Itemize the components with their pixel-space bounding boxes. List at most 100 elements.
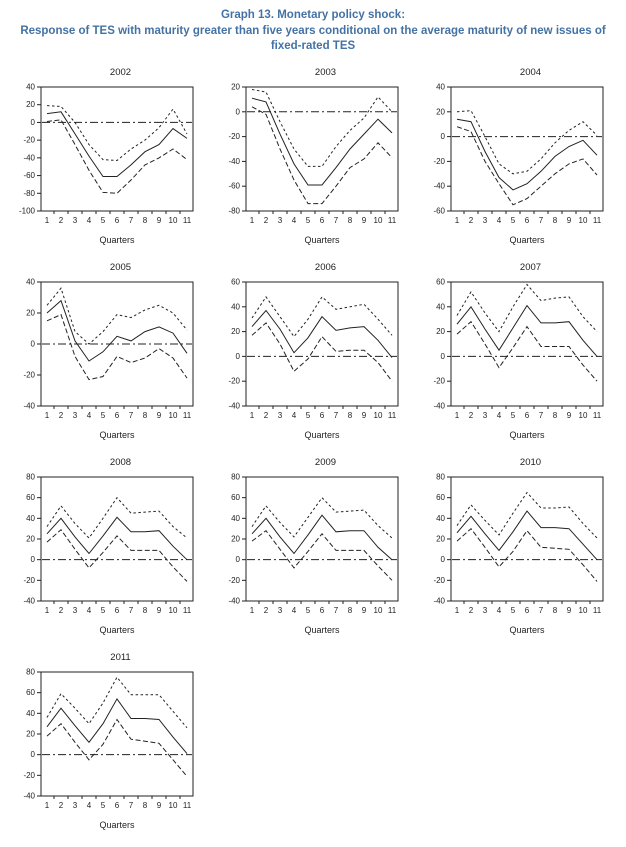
y-tick-label: 40 <box>436 302 445 311</box>
series-response <box>46 516 188 560</box>
x-axis-label: Quarters <box>509 430 545 440</box>
y-tick-label: 40 <box>26 513 35 522</box>
x-tick-label: 5 <box>306 216 311 225</box>
y-tick-label: 0 <box>236 351 241 360</box>
y-tick-label: 20 <box>26 729 35 738</box>
plot-border <box>450 86 604 212</box>
y-tick-label: 40 <box>26 708 35 717</box>
x-tick-label: 10 <box>579 411 588 420</box>
x-tick-label: 8 <box>553 216 558 225</box>
x-tick-label: 2 <box>469 606 474 615</box>
x-tick-label: 4 <box>87 606 92 615</box>
plot-border <box>245 476 399 602</box>
chart-2007: 2007 60 40 20 0 -20 -40 1 2 3 4 5 6 7 8 9 10 11 Quarters <box>415 262 620 445</box>
x-tick-label: 9 <box>157 606 162 615</box>
x-tick-label: 9 <box>567 606 572 615</box>
x-tick-label: 8 <box>553 606 558 615</box>
x-axis-label: Quarters <box>304 235 340 245</box>
x-tick-label: 8 <box>143 606 148 615</box>
x-tick-label: 1 <box>250 606 255 615</box>
x-tick-label: 10 <box>374 411 383 420</box>
y-tick-label: 60 <box>26 688 35 697</box>
y-tick-label: 20 <box>231 82 240 91</box>
series-upper-band <box>46 104 188 161</box>
y-tick-label: -20 <box>228 575 240 584</box>
series-upper-band <box>251 496 393 538</box>
x-tick-label: 2 <box>469 411 474 420</box>
y-tick-label: 80 <box>436 472 445 481</box>
plot-border <box>245 86 399 212</box>
x-tick-label: 1 <box>455 216 460 225</box>
series-lower-band <box>46 528 188 582</box>
plot-border <box>40 86 194 212</box>
y-tick-label: 0 <box>441 132 446 141</box>
x-tick-label: 10 <box>579 606 588 615</box>
series-response <box>456 304 598 357</box>
x-tick-label: 11 <box>183 216 192 225</box>
x-tick-label: 3 <box>73 411 78 420</box>
x-tick-label: 8 <box>143 216 148 225</box>
x-tick-label: 1 <box>455 411 460 420</box>
x-tick-label: 6 <box>320 606 325 615</box>
x-tick-label: 2 <box>264 216 269 225</box>
chart-2002: 2002 40 20 0 -20 -40 -60 -80 -100 1 2 3 4 5 6 7 8 9 10 11 Qu… <box>5 67 210 250</box>
y-tick-label: 20 <box>26 308 35 317</box>
x-tick-label: 5 <box>306 606 311 615</box>
x-tick-label: 7 <box>129 801 134 810</box>
y-tick-label: 40 <box>26 82 35 91</box>
x-tick-label: 9 <box>567 411 572 420</box>
x-tick-label: 6 <box>115 606 120 615</box>
chart-canvas: 60 40 20 0 -20 -40 1 2 3 4 5 6 7 8 9 10 11 Quarters <box>228 277 399 440</box>
x-tick-label: 2 <box>59 801 64 810</box>
series-lower-band <box>456 527 598 582</box>
x-tick-label: 4 <box>497 411 502 420</box>
x-tick-label: 3 <box>73 216 78 225</box>
x-tick-label: 7 <box>334 411 339 420</box>
y-tick-label: 0 <box>31 117 36 126</box>
x-axis-label: Quarters <box>304 430 340 440</box>
y-tick-label: 80 <box>231 472 240 481</box>
x-axis-label: Quarters <box>509 235 545 245</box>
y-tick-label: -40 <box>228 596 240 605</box>
x-tick-label: 8 <box>348 411 353 420</box>
x-tick-label: 5 <box>306 411 311 420</box>
y-tick-label: -60 <box>23 171 35 180</box>
x-tick-label: 3 <box>278 216 283 225</box>
x-tick-label: 11 <box>183 801 192 810</box>
y-tick-label: 0 <box>31 339 36 348</box>
x-tick-label: 7 <box>129 411 134 420</box>
x-tick-label: 4 <box>497 606 502 615</box>
chart-2005: 2005 40 20 0 -20 -40 1 2 3 4 5 6 7 8 9 10 11 Quarters <box>5 262 210 445</box>
y-tick-label: 40 <box>231 513 240 522</box>
x-tick-label: 1 <box>250 216 255 225</box>
chart-year-title: 2011 <box>110 651 131 663</box>
y-tick-label: -20 <box>433 156 445 165</box>
x-tick-label: 9 <box>362 606 367 615</box>
y-tick-label: -20 <box>228 132 240 141</box>
chart-year-title: 2009 <box>314 456 337 468</box>
x-tick-label: 4 <box>87 801 92 810</box>
y-tick-label: 20 <box>436 327 445 336</box>
chart-canvas: 20 0 -20 -40 -60 -80 1 2 3 4 5 6 7 8 9 10 11 Quarters <box>228 82 399 245</box>
x-tick-label: 11 <box>388 411 397 420</box>
y-tick-label: -40 <box>23 791 35 800</box>
x-axis-label: Quarters <box>99 820 135 830</box>
x-tick-label: 4 <box>292 216 297 225</box>
y-tick-label: -20 <box>23 135 35 144</box>
x-axis-label: Quarters <box>99 430 135 440</box>
series-response <box>251 513 393 560</box>
x-tick-label: 1 <box>455 606 460 615</box>
x-tick-label: 5 <box>101 801 106 810</box>
series-response <box>456 509 598 560</box>
y-tick-label: -40 <box>23 401 35 410</box>
x-tick-label: 10 <box>169 606 178 615</box>
x-axis-label: Quarters <box>99 235 135 245</box>
chart-canvas: 40 20 0 -20 -40 -60 1 2 3 4 5 6 7 8 9 10 11 Quarters <box>433 82 604 245</box>
series-upper-band <box>46 496 188 539</box>
plot-border <box>450 476 604 602</box>
x-tick-label: 2 <box>469 216 474 225</box>
x-axis-label: Quarters <box>304 625 340 635</box>
x-tick-label: 7 <box>129 216 134 225</box>
y-tick-label: -40 <box>433 181 445 190</box>
x-tick-label: 2 <box>264 606 269 615</box>
